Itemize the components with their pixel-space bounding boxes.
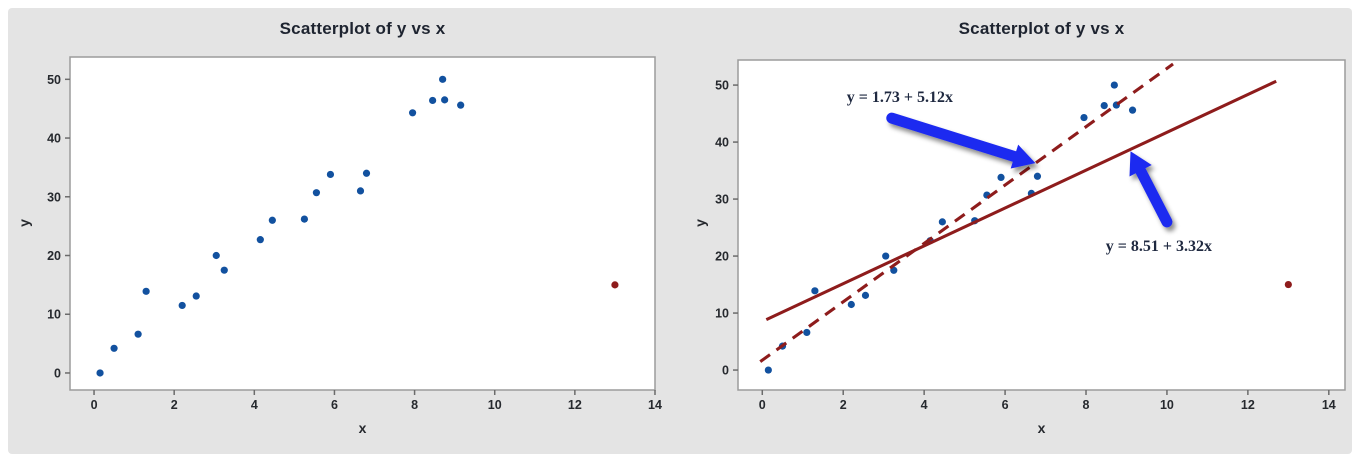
outlier-point	[611, 281, 619, 289]
x-tick-label: 10	[488, 398, 502, 412]
scatter-point	[457, 101, 465, 109]
y-tick-label: 0	[54, 366, 61, 380]
equation-label: y = 8.51 + 3.32x	[1106, 238, 1212, 255]
scatter-point	[142, 287, 150, 295]
scatter-point	[997, 173, 1005, 182]
y-axis-label: y	[15, 219, 32, 227]
scatter-point	[803, 328, 811, 337]
chart-title: Scatterplot of y vs x	[279, 19, 446, 38]
scatter-point	[429, 96, 437, 105]
y-tick-label: 10	[47, 308, 61, 322]
figure-scatterplot-with-fits: Scatterplot of y vs x 0 2 4 6 8 10 12 14 0 10 20 30…	[684, 8, 1352, 454]
y-tick-label: 40	[47, 132, 61, 146]
scatter-point	[1110, 81, 1118, 89]
annotation-arrow	[886, 112, 1036, 169]
scatter-point	[1100, 101, 1108, 110]
scatter-point	[861, 291, 870, 299]
scatter-point	[268, 216, 276, 224]
x-tick-label: 8	[1083, 398, 1090, 412]
x-tick-label: 2	[840, 398, 847, 412]
arrow-shaft	[886, 112, 1022, 163]
figure-scatterplot-plain: Scatterplot of y vs x 0 2 4 6 8 10 12 14 0 10 20 30…	[8, 8, 680, 454]
x-tick-label: 4	[251, 398, 258, 412]
y-tick-label: 0	[722, 364, 729, 378]
x-tick-label: 8	[411, 398, 418, 412]
x-tick-label: 0	[91, 398, 98, 412]
arrow-head	[1010, 144, 1036, 169]
fit-line-solid	[765, 79, 1277, 322]
x-tick-label: 4	[921, 398, 928, 412]
scatter-point	[811, 287, 819, 295]
x-tick-label: 2	[171, 398, 178, 412]
scatterplot-with-fits-svg: 0 2 4 6 8 10 12 14 0 10 20 30 40 50 y = 1.73 + 5.12x y …	[715, 59, 1346, 412]
x-tick-label: 14	[648, 398, 662, 412]
plot-area	[69, 56, 656, 391]
outlier-point	[1284, 280, 1292, 289]
scatter-point	[408, 109, 417, 117]
x-tick-label: 10	[1160, 398, 1174, 412]
equation-label: y = 1.73 + 5.12x	[847, 89, 953, 106]
x-tick-label: 6	[1002, 398, 1009, 412]
scatter-point	[356, 187, 365, 195]
scatter-point	[192, 292, 200, 300]
scatter-point	[362, 169, 371, 177]
scatter-point	[938, 218, 946, 226]
x-tick-label: 12	[568, 398, 582, 412]
y-tick-label: 50	[47, 73, 61, 87]
scatter-point	[764, 366, 772, 374]
scatter-point	[1080, 113, 1088, 122]
scatter-point	[96, 369, 104, 377]
scatter-point	[256, 236, 264, 244]
y-tick-label: 30	[47, 190, 61, 204]
scatter-point	[847, 300, 855, 309]
x-tick-label: 14	[1322, 398, 1336, 412]
scatterplot-svg: 0 2 4 6 8 10 12 14 0 10 20 30 40 50	[47, 56, 662, 412]
x-axis-label: x	[1037, 420, 1046, 436]
scatter-point	[326, 170, 335, 179]
scatter-point	[212, 251, 220, 260]
y-tick-label: 50	[715, 79, 729, 93]
y-tick-label: 20	[47, 249, 61, 263]
y-tick-label: 30	[715, 193, 729, 207]
graph-panel: Scatterplot of y vs x 0 2 4 6 8 10 12 14 0 10 20 30…	[8, 8, 1352, 454]
scatter-point	[300, 215, 309, 223]
x-tick-label: 6	[331, 398, 338, 412]
scatter-point	[178, 301, 186, 310]
x-axis-label: x	[358, 420, 367, 436]
y-tick-label: 20	[715, 250, 729, 264]
scatter-point	[110, 344, 118, 352]
scatter-point	[220, 266, 228, 274]
scatter-point	[312, 189, 321, 197]
plot-area	[737, 59, 1346, 391]
arrow-shaft	[1134, 163, 1173, 228]
scatter-point	[1033, 172, 1042, 180]
x-tick-label: 0	[759, 398, 766, 412]
scatter-point	[882, 252, 890, 260]
scatter-point	[439, 75, 447, 83]
chart-title: Scatterplot of y vs x	[958, 19, 1125, 38]
y-axis-label: y	[691, 219, 708, 227]
arrow-head	[1129, 151, 1152, 177]
scatter-point	[134, 330, 142, 338]
fit-line-dashed	[759, 62, 1174, 363]
y-tick-label: 40	[715, 136, 729, 150]
scatter-point	[441, 96, 449, 104]
annotation-arrow	[1129, 151, 1173, 228]
x-tick-label: 12	[1241, 398, 1255, 412]
y-tick-label: 10	[715, 307, 729, 321]
scatter-point	[1128, 106, 1137, 114]
